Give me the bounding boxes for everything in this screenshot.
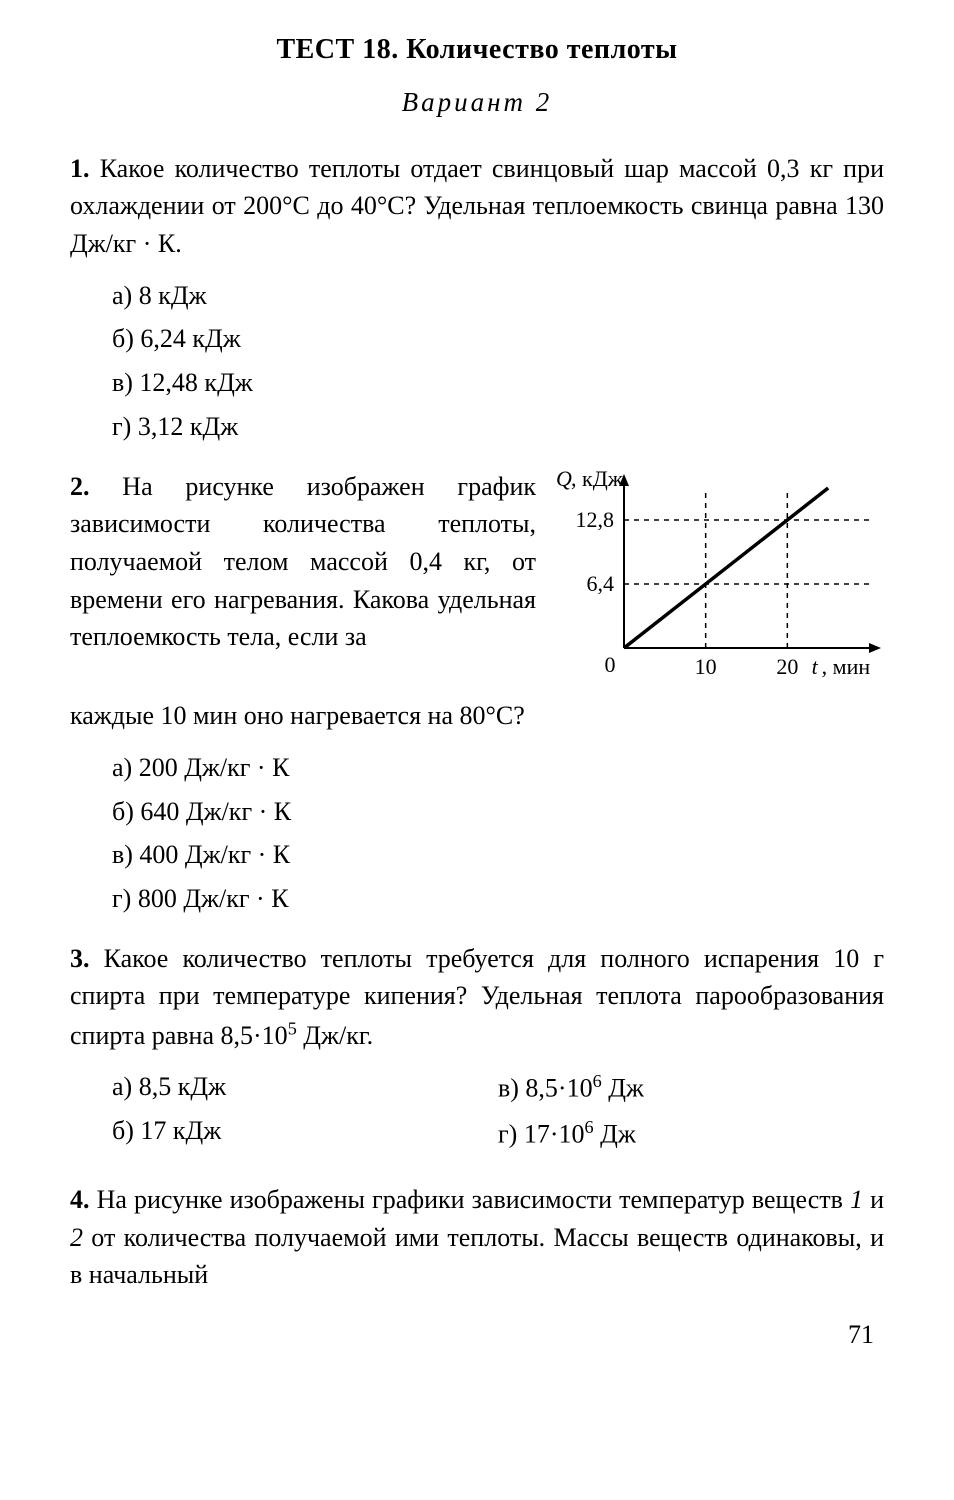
question-2-chart: 6,4 12,8 10 20 0 Q, кДж t, мин [554, 468, 884, 694]
option-3c: в) 8,5·106 Дж [498, 1068, 884, 1107]
page-number: 71 [70, 1316, 884, 1354]
option-2c: в) 400 Дж/кг · К [112, 836, 884, 874]
question-2-number: 2. [70, 472, 90, 501]
page-title: ТЕСТ 18. Количество теплоты [70, 30, 884, 71]
question-1: 1. Какое количество теплоты отдает свинц… [70, 150, 884, 446]
option-1a: а) 8 кДж [112, 277, 884, 315]
svg-text:20: 20 [776, 654, 798, 679]
svg-text:t: t [812, 654, 819, 679]
question-3-options-left: а) 8,5 кДж б) 17 кДж [112, 1068, 498, 1159]
svg-text:, мин: , мин [822, 654, 871, 679]
question-3-options: а) 8,5 кДж б) 17 кДж в) 8,5·106 Дж г) 17… [70, 1068, 884, 1159]
option-2a: а) 200 Дж/кг · К [112, 749, 884, 787]
svg-text:10: 10 [695, 654, 717, 679]
option-3b: б) 17 кДж [112, 1112, 498, 1150]
question-4-body: На рисунке изображены графики зависимост… [70, 1185, 884, 1289]
question-2: 2. На рисунке изображен график зависимос… [70, 468, 884, 918]
option-3a: а) 8,5 кДж [112, 1068, 498, 1106]
chart-svg: 6,4 12,8 10 20 0 Q, кДж t, мин [554, 468, 884, 683]
question-2-body-narrow: На рисунке изображен график зависимости … [70, 472, 536, 652]
variant-subtitle: Вариант 2 [70, 83, 884, 122]
option-3d: г) 17·106 Дж [498, 1114, 884, 1153]
question-1-body: Какое количество теплоты отдает свинцовы… [70, 154, 884, 258]
question-2-text-left: 2. На рисунке изображен график зависимос… [70, 468, 536, 694]
question-3-body: Какое количество теплоты требуется для п… [70, 944, 884, 1050]
option-2d: г) 800 Дж/кг · К [112, 880, 884, 918]
question-1-number: 1. [70, 154, 90, 183]
question-2-continuation: каждые 10 мин оно нагревается на 80°С? [70, 697, 884, 735]
option-1c: в) 12,48 кДж [112, 364, 884, 402]
option-1b: б) 6,24 кДж [112, 320, 884, 358]
question-1-options: а) 8 кДж б) 6,24 кДж в) 12,48 кДж г) 3,1… [70, 277, 884, 446]
question-3-number: 3. [70, 944, 90, 973]
question-3: 3. Какое количество теплоты требуется дл… [70, 940, 884, 1159]
svg-text:6,4: 6,4 [587, 571, 615, 596]
svg-text:0: 0 [605, 652, 616, 677]
question-3-options-right: в) 8,5·106 Дж г) 17·106 Дж [498, 1068, 884, 1159]
svg-text:Q: Q [556, 468, 572, 491]
option-1d: г) 3,12 кДж [112, 408, 884, 446]
question-4-text: 4. На рисунке изображены графики зависим… [70, 1181, 884, 1294]
question-4: 4. На рисунке изображены графики зависим… [70, 1181, 884, 1294]
question-1-text: 1. Какое количество теплоты отдает свинц… [70, 150, 884, 263]
question-4-number: 4. [70, 1185, 90, 1214]
svg-text:12,8: 12,8 [576, 507, 615, 532]
question-3-text: 3. Какое количество теплоты требуется дл… [70, 940, 884, 1055]
question-2-options: а) 200 Дж/кг · К б) 640 Дж/кг · К в) 400… [70, 749, 884, 918]
svg-text:, кДж: , кДж [571, 468, 624, 491]
option-2b: б) 640 Дж/кг · К [112, 793, 884, 831]
